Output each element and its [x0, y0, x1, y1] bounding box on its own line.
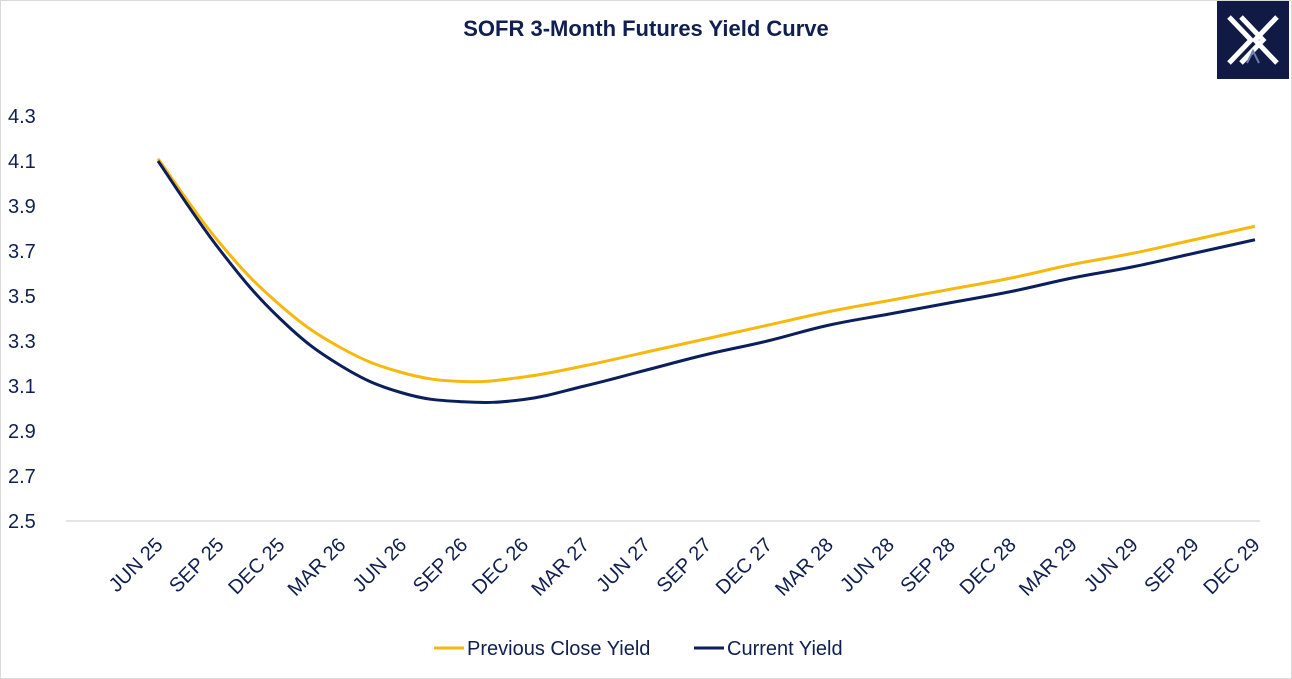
x-tick-label: DEC 25 [224, 534, 289, 599]
current-yield-line [156, 160, 1256, 404]
y-tick-label: 4.1 [8, 151, 36, 173]
x-tick-label: SEP 29 [1140, 534, 1203, 597]
x-logo-icon [1227, 15, 1279, 65]
y-tick-label: 2.9 [8, 421, 36, 443]
x-tick-label: DEC 27 [712, 534, 777, 599]
x-tick-label: MAR 29 [1015, 534, 1082, 601]
y-tick-label: 3.9 [8, 196, 36, 218]
x-tick-label: MAR 28 [771, 534, 838, 601]
series-lines [156, 157, 1256, 404]
y-tick-label: 3.3 [8, 331, 36, 353]
x-tick-label: SEP 25 [165, 534, 228, 597]
x-tick-label: JUN 26 [349, 534, 412, 597]
legend-current-yield: Current Yield [694, 638, 843, 660]
y-tick-label: 3.1 [8, 376, 36, 398]
previous-close-yield-line [156, 157, 1256, 384]
y-tick-label: 2.7 [8, 466, 36, 488]
x-tick-label: JUN 27 [592, 534, 655, 597]
legend: Previous Close Yield Current Yield [434, 638, 843, 660]
x-tick-label: MAR 27 [528, 534, 595, 601]
x-tick-label: JUN 25 [105, 534, 168, 597]
y-axis-labels: 4.3 4.1 3.9 3.7 3.5 3.3 3.1 2.9 2.7 2.5 [8, 106, 36, 533]
legend-label: Previous Close Yield [467, 638, 650, 660]
y-tick-label: 2.5 [8, 511, 36, 533]
legend-previous-close-yield: Previous Close Yield [434, 638, 650, 660]
x-tick-label: JUN 28 [836, 534, 899, 597]
x-tick-label: JUN 29 [1080, 534, 1143, 597]
y-tick-label: 3.7 [8, 241, 36, 263]
legend-label: Current Yield [727, 638, 843, 660]
x-tick-label: SEP 26 [409, 534, 472, 597]
chart-title: SOFR 3-Month Futures Yield Curve [463, 16, 829, 41]
x-tick-label: MAR 26 [284, 534, 351, 601]
x-tick-label: DEC 28 [956, 534, 1021, 599]
x-tick-label: SEP 28 [897, 534, 960, 597]
x-tick-label: DEC 26 [468, 534, 533, 599]
y-tick-label: 4.3 [8, 106, 36, 128]
y-tick-label: 3.5 [8, 286, 36, 308]
x-tick-label: SEP 27 [653, 534, 716, 597]
brand-logo [1217, 1, 1289, 79]
x-tick-label: DEC 29 [1199, 534, 1264, 599]
